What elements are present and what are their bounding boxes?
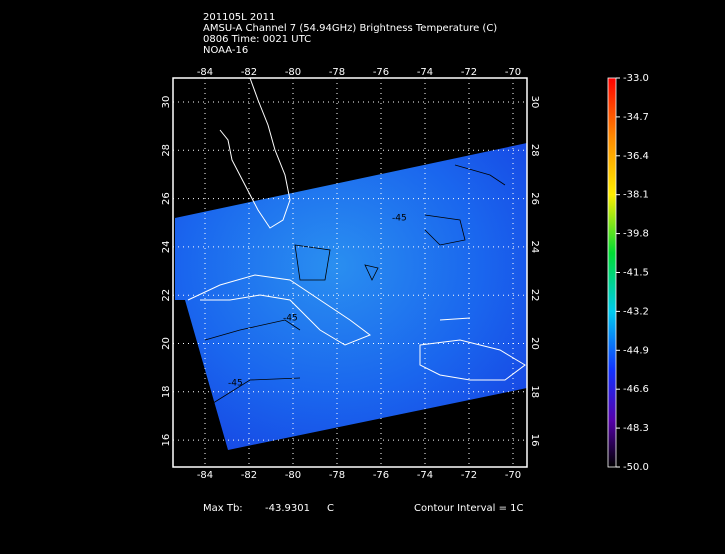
lon-label: -72 (461, 470, 477, 481)
coastline (187, 77, 526, 381)
colorbar-label: -33.0 (623, 73, 649, 84)
colorbar-label: -38.1 (623, 190, 649, 201)
lon-label: -70 (505, 470, 521, 481)
lon-label: -78 (329, 67, 345, 78)
lat-label: 20 (161, 337, 172, 350)
lon-label: -70 (505, 67, 521, 78)
contour-label: -45 (228, 379, 243, 389)
lat-label: 28 (161, 144, 172, 157)
header-line: 201105L 2011 (203, 12, 275, 23)
lat-label: 24 (161, 241, 172, 254)
lat-label: 22 (529, 289, 540, 302)
contour-label: -45 (283, 314, 298, 324)
colorbar (607, 77, 617, 468)
colorbar-label: -41.5 (623, 268, 649, 279)
map-frame (172, 77, 528, 468)
lon-label: -76 (373, 67, 389, 78)
lon-label: -80 (285, 67, 301, 78)
colorbar-label: -36.4 (623, 151, 649, 162)
lat-label: 24 (529, 241, 540, 254)
lat-label: 30 (161, 96, 172, 109)
lat-label: 18 (529, 385, 540, 398)
colorbar-label: -34.7 (623, 112, 649, 123)
swath (175, 143, 527, 450)
lon-label: -74 (417, 470, 433, 481)
contour-label: -45 (392, 214, 407, 224)
lon-label: -76 (373, 470, 389, 481)
colorbar-label: -44.9 (623, 345, 649, 356)
footer-contour: Contour Interval = 1C (414, 503, 524, 514)
lon-label: -78 (329, 470, 345, 481)
lat-label: 18 (161, 385, 172, 398)
lon-label: -74 (417, 67, 433, 78)
lat-label: 28 (529, 144, 540, 157)
footer-value: -43.9301 (265, 503, 310, 514)
footer-unit: C (327, 503, 334, 514)
lat-label: 16 (161, 434, 172, 447)
lat-label: 30 (529, 96, 540, 109)
lat-label: 26 (161, 192, 172, 205)
grid (173, 78, 527, 467)
header-line: 0806 Time: 0021 UTC (203, 34, 311, 45)
lon-label: -84 (197, 67, 213, 78)
colorbar-label: -50.0 (623, 462, 649, 473)
colorbar-label: -48.3 (623, 423, 649, 434)
lat-label: 16 (529, 434, 540, 447)
lat-label: 22 (161, 289, 172, 302)
lon-label: -82 (241, 470, 257, 481)
lon-label: -84 (197, 470, 213, 481)
colorbar-label: -43.2 (623, 306, 649, 317)
contour (204, 164, 506, 406)
lat-label: 26 (529, 192, 540, 205)
lat-label: 20 (529, 337, 540, 350)
header-line: AMSU-A Channel 7 (54.94GHz) Brightness T… (203, 23, 497, 34)
colorbar-label: -46.6 (623, 384, 649, 395)
lon-label: -80 (285, 470, 301, 481)
colorbar-label: -39.8 (623, 229, 649, 240)
footer-label: Max Tb: (203, 503, 243, 514)
lon-label: -82 (241, 67, 257, 78)
header-line: NOAA-16 (203, 45, 248, 56)
lon-label: -72 (461, 67, 477, 78)
